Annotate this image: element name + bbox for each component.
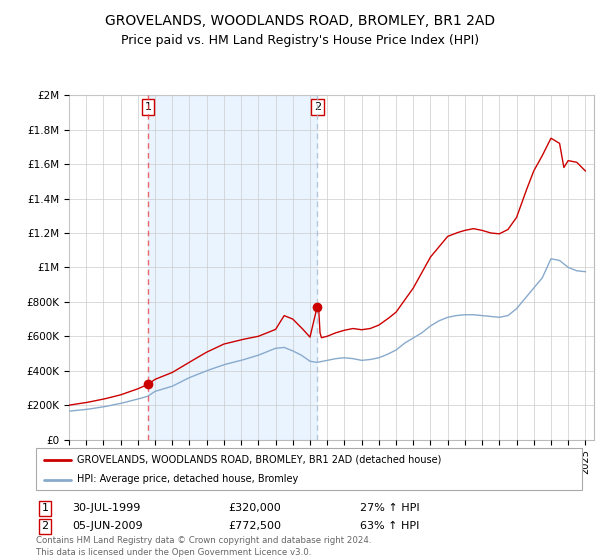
Bar — [148, 95, 317, 440]
FancyBboxPatch shape — [36, 448, 582, 490]
Text: GROVELANDS, WOODLANDS ROAD, BROMLEY, BR1 2AD: GROVELANDS, WOODLANDS ROAD, BROMLEY, BR1… — [105, 14, 495, 28]
Text: 1: 1 — [41, 503, 49, 514]
Text: 2: 2 — [314, 102, 321, 112]
Text: Price paid vs. HM Land Registry's House Price Index (HPI): Price paid vs. HM Land Registry's House … — [121, 34, 479, 46]
Text: 30-JUL-1999: 30-JUL-1999 — [72, 503, 140, 514]
Text: 05-JUN-2009: 05-JUN-2009 — [72, 521, 143, 531]
Text: £772,500: £772,500 — [228, 521, 281, 531]
Text: 2: 2 — [41, 521, 49, 531]
Text: 27% ↑ HPI: 27% ↑ HPI — [360, 503, 419, 514]
Text: Contains HM Land Registry data © Crown copyright and database right 2024.
This d: Contains HM Land Registry data © Crown c… — [36, 536, 371, 557]
Text: HPI: Average price, detached house, Bromley: HPI: Average price, detached house, Brom… — [77, 474, 298, 484]
Text: £320,000: £320,000 — [228, 503, 281, 514]
Text: 1: 1 — [145, 102, 151, 112]
Text: 63% ↑ HPI: 63% ↑ HPI — [360, 521, 419, 531]
Text: GROVELANDS, WOODLANDS ROAD, BROMLEY, BR1 2AD (detached house): GROVELANDS, WOODLANDS ROAD, BROMLEY, BR1… — [77, 455, 442, 465]
